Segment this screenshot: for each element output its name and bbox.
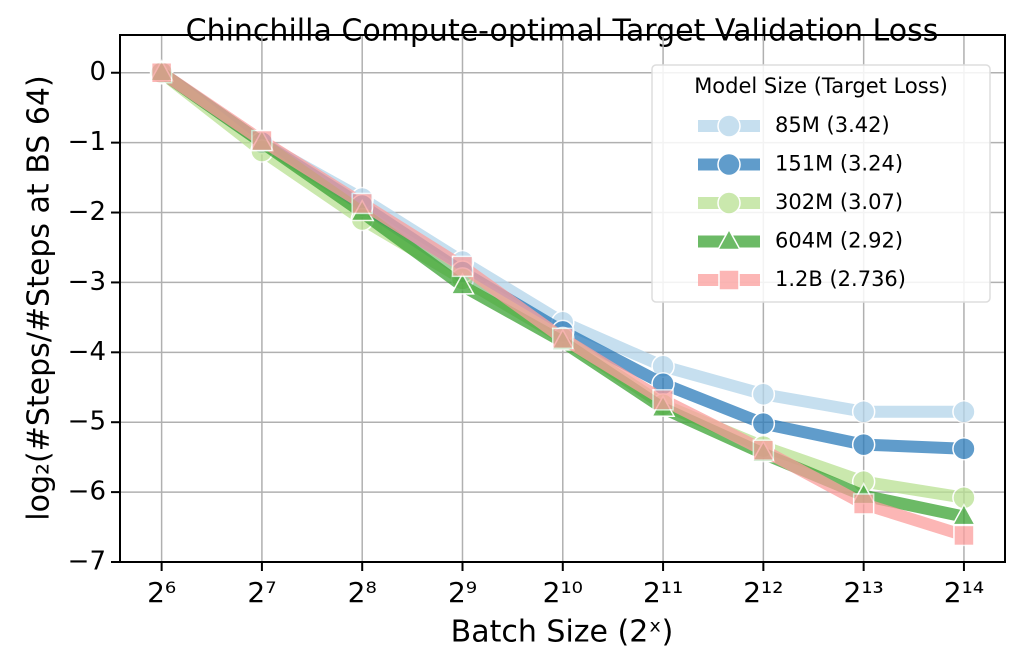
x-tick-label: 2¹² <box>743 576 783 609</box>
marker <box>717 152 741 177</box>
marker <box>351 192 373 215</box>
legend-entry <box>698 269 760 291</box>
marker <box>652 389 674 411</box>
x-tick-label: 2¹⁴ <box>944 576 984 609</box>
y-tick-label: −7 <box>68 547 106 577</box>
marker <box>751 411 776 436</box>
legend-label: 151M (3.24) <box>775 152 903 176</box>
marker <box>752 439 775 461</box>
marker <box>751 382 776 407</box>
marker <box>150 61 173 84</box>
y-tick-label: −3 <box>68 267 106 297</box>
x-tick-label: 2⁶ <box>147 576 176 609</box>
y-tick-label: −6 <box>68 477 106 507</box>
legend-title: Model Size (Target Loss) <box>694 74 948 98</box>
y-axis-label: log₂(#Steps/#Steps at BS 64) <box>22 75 57 520</box>
x-tick-label: 2⁹ <box>448 576 477 609</box>
y-tick-label: −5 <box>68 407 106 437</box>
marker <box>852 493 875 515</box>
marker <box>717 191 741 215</box>
x-axis-label: Batch Size (2ˣ) <box>451 615 674 650</box>
marker <box>251 129 273 152</box>
marker <box>952 399 976 424</box>
marker <box>716 227 742 251</box>
marker <box>952 437 976 461</box>
marker <box>552 327 574 350</box>
x-tick-label: 2¹⁰ <box>543 576 583 609</box>
x-tick-label: 2⁸ <box>348 576 377 609</box>
x-tick-label: 2¹¹ <box>643 576 683 609</box>
chart-title: Chinchilla Compute-optimal Target Valida… <box>186 14 939 49</box>
x-tick-label: 2⁷ <box>247 576 276 609</box>
marker <box>451 255 474 278</box>
plot-frame <box>119 34 1006 563</box>
marker <box>450 272 475 295</box>
x-tick-label: 2¹³ <box>844 576 884 609</box>
y-tick-label: −2 <box>68 197 106 227</box>
legend-label: 604M (2.92) <box>775 229 903 253</box>
y-tick-label: −1 <box>68 127 106 157</box>
legend-entry <box>698 152 760 177</box>
legend-entry <box>698 191 760 215</box>
legend-entry <box>698 114 760 138</box>
y-tick-label: −4 <box>68 337 106 367</box>
marker <box>953 524 975 547</box>
marker <box>717 114 741 138</box>
marker <box>851 432 876 457</box>
legend-label: 85M (3.42) <box>775 113 890 137</box>
legend-entry <box>698 227 760 251</box>
legend: Model Size (Target Loss) 85M (3.42) 151M (… <box>651 64 991 303</box>
marker <box>851 399 876 424</box>
legend-label: 1.2B (2.736) <box>775 267 906 291</box>
series <box>150 61 975 547</box>
marker <box>951 503 977 526</box>
marker <box>718 269 740 291</box>
y-tick-label: 0 <box>89 57 106 87</box>
legend-label: 302M (3.07) <box>775 190 903 214</box>
